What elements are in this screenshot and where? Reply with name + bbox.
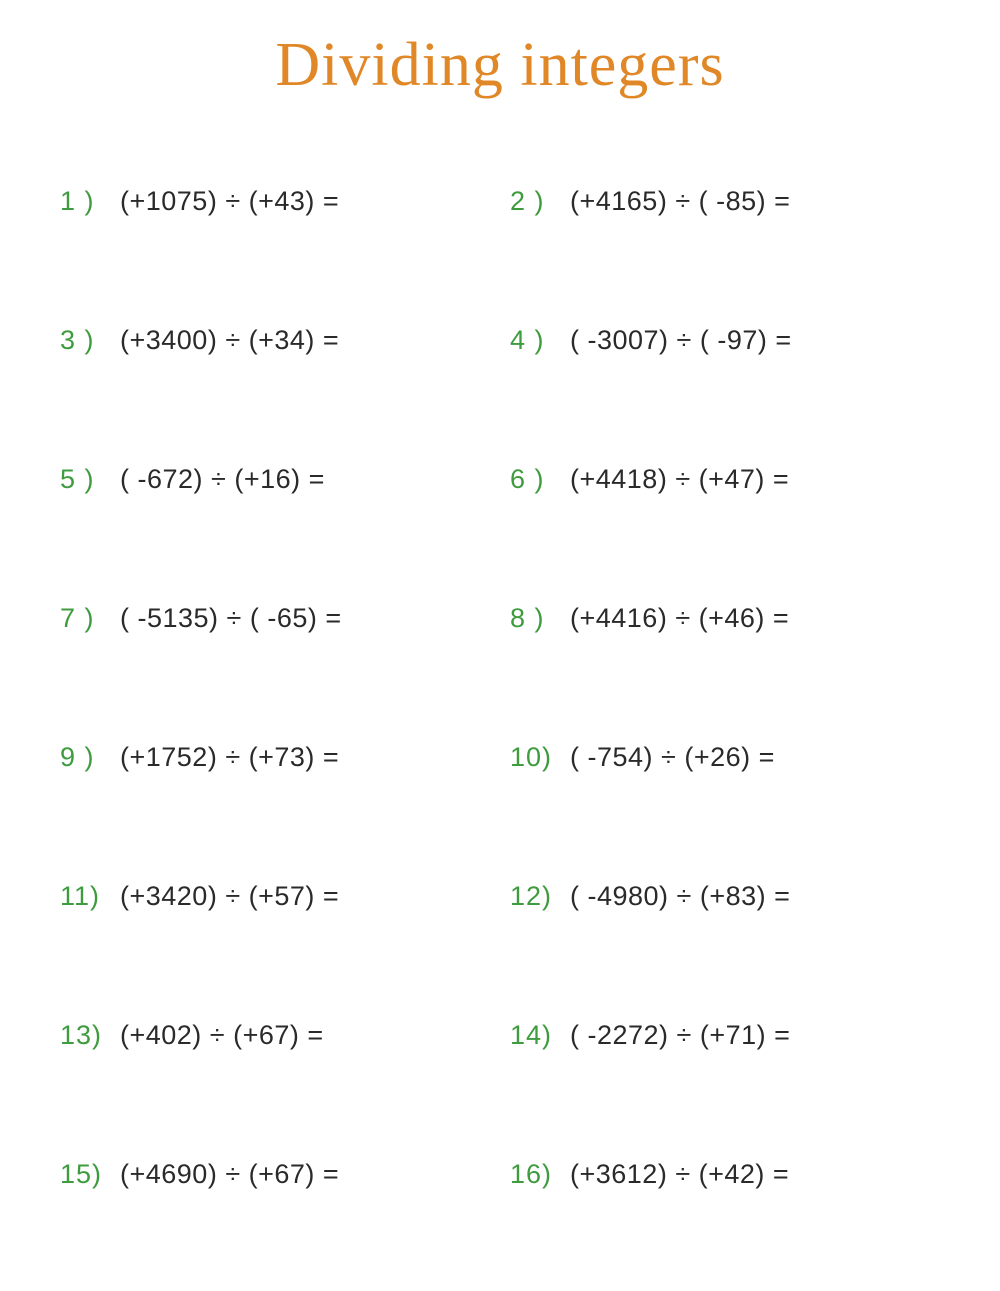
problem-number: 8 ): [510, 603, 570, 634]
problem-number: 10): [510, 742, 570, 773]
problem-number: 2 ): [510, 186, 570, 217]
problem-expression: ( -754) ÷ (+26) =: [570, 742, 775, 773]
problem-expression: (+3400) ÷ (+34) =: [120, 325, 339, 356]
problem-number: 16): [510, 1159, 570, 1190]
problem-expression: (+402) ÷ (+67) =: [120, 1020, 324, 1051]
problem-item: 3 ) (+3400) ÷ (+34) =: [60, 325, 490, 356]
problem-expression: ( -3007) ÷ ( -97) =: [570, 325, 792, 356]
problem-item: 11) (+3420) ÷ (+57) =: [60, 881, 490, 912]
problem-item: 1 ) (+1075) ÷ (+43) =: [60, 186, 490, 217]
problem-item: 9 ) (+1752) ÷ (+73) =: [60, 742, 490, 773]
problem-number: 14): [510, 1020, 570, 1051]
problem-expression: (+3612) ÷ (+42) =: [570, 1159, 789, 1190]
problem-number: 3 ): [60, 325, 120, 356]
problem-expression: (+1075) ÷ (+43) =: [120, 186, 339, 217]
problem-item: 6 ) (+4418) ÷ (+47) =: [510, 464, 940, 495]
problem-item: 14) ( -2272) ÷ (+71) =: [510, 1020, 940, 1051]
problem-number: 4 ): [510, 325, 570, 356]
problems-grid: 1 ) (+1075) ÷ (+43) = 2 ) (+4165) ÷ ( -8…: [50, 186, 950, 1190]
problem-item: 16) (+3612) ÷ (+42) =: [510, 1159, 940, 1190]
problem-item: 12) ( -4980) ÷ (+83) =: [510, 881, 940, 912]
problem-item: 10) ( -754) ÷ (+26) =: [510, 742, 940, 773]
problem-item: 2 ) (+4165) ÷ ( -85) =: [510, 186, 940, 217]
problem-item: 7 ) ( -5135) ÷ ( -65) =: [60, 603, 490, 634]
problem-expression: ( -672) ÷ (+16) =: [120, 464, 325, 495]
problem-expression: ( -2272) ÷ (+71) =: [570, 1020, 790, 1051]
problem-expression: ( -5135) ÷ ( -65) =: [120, 603, 342, 634]
problem-expression: (+4690) ÷ (+67) =: [120, 1159, 339, 1190]
problem-item: 8 ) (+4416) ÷ (+46) =: [510, 603, 940, 634]
problem-expression: (+4416) ÷ (+46) =: [570, 603, 789, 634]
problem-number: 5 ): [60, 464, 120, 495]
worksheet-title: Dividing integers: [50, 30, 950, 101]
problem-number: 11): [60, 881, 120, 912]
problem-item: 4 ) ( -3007) ÷ ( -97) =: [510, 325, 940, 356]
problem-expression: (+3420) ÷ (+57) =: [120, 881, 339, 912]
problem-number: 13): [60, 1020, 120, 1051]
problem-item: 5 ) ( -672) ÷ (+16) =: [60, 464, 490, 495]
problem-number: 1 ): [60, 186, 120, 217]
problem-expression: (+4418) ÷ (+47) =: [570, 464, 789, 495]
problem-expression: (+4165) ÷ ( -85) =: [570, 186, 790, 217]
problem-number: 12): [510, 881, 570, 912]
problem-item: 13) (+402) ÷ (+67) =: [60, 1020, 490, 1051]
problem-expression: ( -4980) ÷ (+83) =: [570, 881, 790, 912]
problem-expression: (+1752) ÷ (+73) =: [120, 742, 339, 773]
problem-number: 9 ): [60, 742, 120, 773]
problem-item: 15) (+4690) ÷ (+67) =: [60, 1159, 490, 1190]
problem-number: 15): [60, 1159, 120, 1190]
problem-number: 7 ): [60, 603, 120, 634]
problem-number: 6 ): [510, 464, 570, 495]
